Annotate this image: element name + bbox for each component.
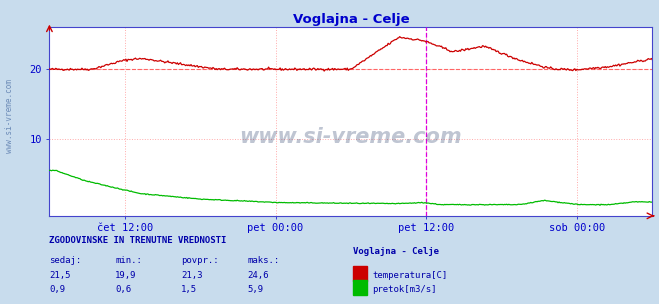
Text: Voglajna - Celje: Voglajna - Celje [353, 247, 439, 256]
Text: 0,6: 0,6 [115, 285, 131, 295]
Text: 0,9: 0,9 [49, 285, 65, 295]
Text: pretok[m3/s]: pretok[m3/s] [372, 285, 437, 295]
Text: 24,6: 24,6 [247, 271, 269, 280]
Text: 1,5: 1,5 [181, 285, 197, 295]
Text: temperatura[C]: temperatura[C] [372, 271, 447, 280]
Title: Voglajna - Celje: Voglajna - Celje [293, 13, 409, 26]
Text: ZGODOVINSKE IN TRENUTNE VREDNOSTI: ZGODOVINSKE IN TRENUTNE VREDNOSTI [49, 236, 227, 245]
Text: 5,9: 5,9 [247, 285, 263, 295]
Text: www.si-vreme.com: www.si-vreme.com [5, 78, 14, 153]
Text: maks.:: maks.: [247, 256, 279, 265]
Text: www.si-vreme.com: www.si-vreme.com [240, 127, 462, 147]
Text: min.:: min.: [115, 256, 142, 265]
Text: 21,3: 21,3 [181, 271, 203, 280]
Text: sedaj:: sedaj: [49, 256, 82, 265]
Text: 19,9: 19,9 [115, 271, 137, 280]
Text: povpr.:: povpr.: [181, 256, 219, 265]
Text: 21,5: 21,5 [49, 271, 71, 280]
